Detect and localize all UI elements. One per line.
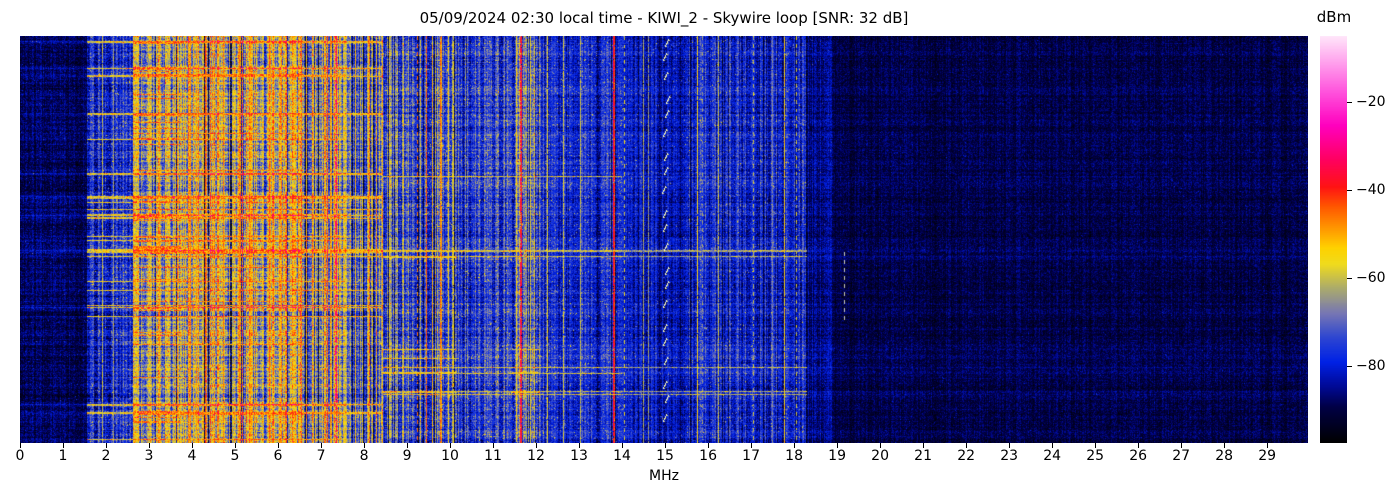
x-tick-mark — [837, 443, 838, 448]
x-tick-mark — [149, 443, 150, 448]
colorbar-tick-mark — [1347, 366, 1352, 367]
x-tick-mark — [278, 443, 279, 448]
x-tick-label: 3 — [144, 448, 154, 464]
x-tick-mark — [1267, 443, 1268, 448]
x-tick-label: 10 — [441, 448, 459, 464]
x-tick-mark — [794, 443, 795, 448]
colorbar-gradient — [1320, 36, 1347, 443]
x-tick-mark — [1138, 443, 1139, 448]
chart-title: 05/09/2024 02:30 local time - KIWI_2 - S… — [419, 9, 909, 27]
x-tick-mark — [923, 443, 924, 448]
colorbar-label: dBm — [1316, 8, 1352, 26]
x-tick-mark — [1095, 443, 1096, 448]
x-tick-label: 20 — [871, 448, 890, 464]
x-tick-label: 22 — [957, 448, 976, 464]
colorbar-tick-mark — [1347, 102, 1352, 103]
x-tick-label: 2 — [101, 448, 111, 464]
spectrogram-canvas — [20, 36, 1308, 443]
x-tick-label: 12 — [527, 448, 545, 464]
colorbar-tick-label: −40 — [1356, 182, 1386, 198]
x-tick-label: 18 — [785, 448, 803, 464]
x-tick-mark — [364, 443, 365, 448]
x-tick-label: 16 — [699, 448, 717, 464]
x-tick-label: 13 — [570, 448, 588, 464]
x-tick-mark — [751, 443, 752, 448]
x-tick-label: 1 — [58, 448, 68, 464]
x-tick-label: 27 — [1172, 448, 1191, 464]
x-tick-label: 15 — [656, 448, 674, 464]
x-tick-label: 11 — [484, 448, 502, 464]
colorbar-tick-label: −20 — [1356, 94, 1386, 110]
colorbar-tick-mark — [1347, 190, 1352, 191]
x-tick-label: 26 — [1129, 448, 1148, 464]
x-tick-label: 0 — [15, 448, 25, 464]
x-tick-mark — [708, 443, 709, 448]
x-tick-mark — [1181, 443, 1182, 448]
x-tick-mark — [966, 443, 967, 448]
x-tick-mark — [321, 443, 322, 448]
x-tick-mark — [106, 443, 107, 448]
colorbar-tick-mark — [1347, 278, 1352, 279]
x-tick-mark — [1009, 443, 1010, 448]
colorbar-tick-label: −80 — [1356, 358, 1386, 374]
x-tick-label: 17 — [742, 448, 760, 464]
x-tick-label: 9 — [402, 448, 412, 464]
x-tick-mark — [235, 443, 236, 448]
x-tick-label: 28 — [1215, 448, 1234, 464]
x-tick-mark — [665, 443, 666, 448]
x-tick-mark — [579, 443, 580, 448]
x-tick-label: 8 — [359, 448, 369, 464]
x-tick-label: 7 — [316, 448, 326, 464]
x-tick-label: 4 — [187, 448, 197, 464]
x-tick-label: 23 — [1000, 448, 1019, 464]
x-tick-mark — [622, 443, 623, 448]
x-tick-mark — [493, 443, 494, 448]
x-tick-mark — [1052, 443, 1053, 448]
x-tick-mark — [192, 443, 193, 448]
x-tick-label: 14 — [613, 448, 631, 464]
x-tick-mark — [450, 443, 451, 448]
x-tick-label: 29 — [1258, 448, 1277, 464]
x-tick-mark — [880, 443, 881, 448]
x-tick-mark — [63, 443, 64, 448]
x-tick-label: 25 — [1086, 448, 1105, 464]
x-tick-label: 5 — [230, 448, 240, 464]
x-tick-label: 6 — [273, 448, 283, 464]
colorbar-tick-label: −60 — [1356, 270, 1386, 286]
x-tick-mark — [407, 443, 408, 448]
x-tick-label: 21 — [914, 448, 933, 464]
x-tick-mark — [536, 443, 537, 448]
x-tick-label: 24 — [1043, 448, 1062, 464]
x-tick-mark — [20, 443, 21, 448]
x-tick-label: 19 — [828, 448, 847, 464]
x-axis-label: MHz — [649, 468, 679, 484]
x-tick-mark — [1224, 443, 1225, 448]
